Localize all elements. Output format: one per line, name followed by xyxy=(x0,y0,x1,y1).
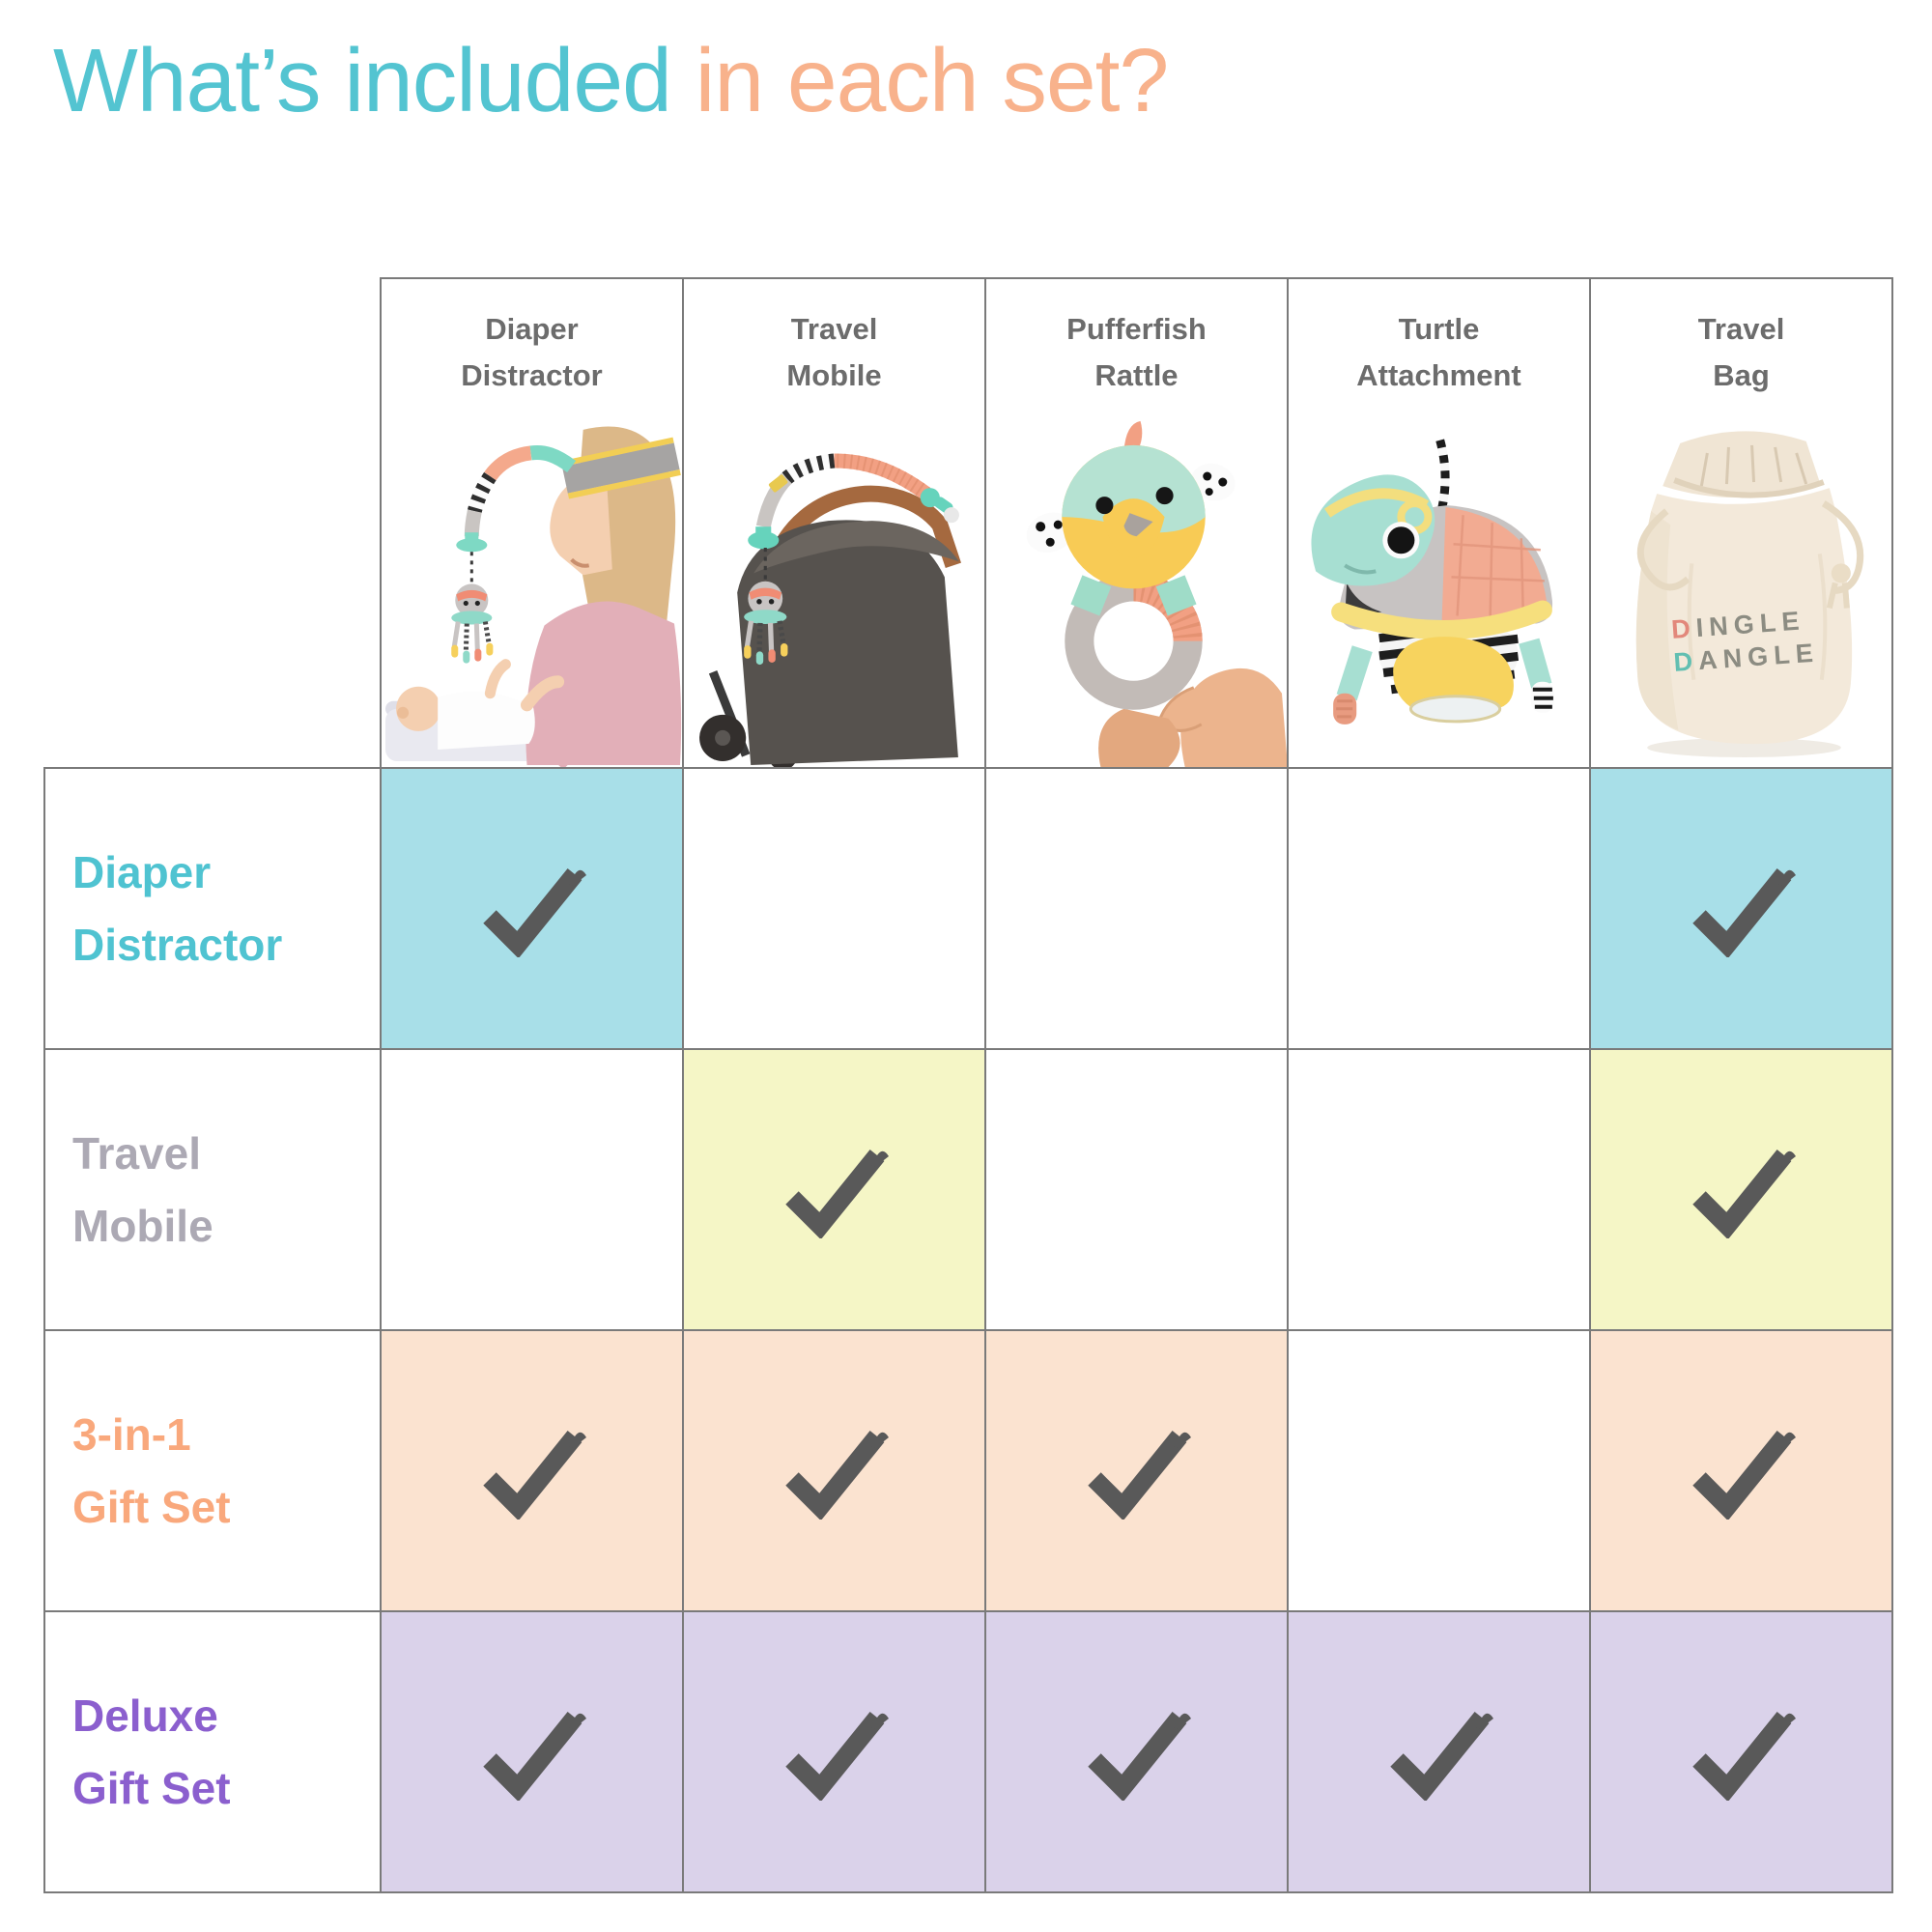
column-label: Pufferfish xyxy=(1066,312,1207,346)
table-row-3-in-1-gift-set: 3-in-1 Gift Set xyxy=(43,1329,1893,1612)
checkmark-icon xyxy=(777,1704,893,1801)
checkmark-icon xyxy=(1684,1704,1800,1801)
cell-r1c2 xyxy=(682,767,986,1050)
cell-r1c5 xyxy=(1589,767,1893,1050)
row-label-line: Travel xyxy=(72,1127,201,1179)
cell-r4c4 xyxy=(1287,1610,1591,1893)
cell-r1c3 xyxy=(984,767,1289,1050)
cell-r2c4 xyxy=(1287,1048,1591,1331)
column-label: Diaper xyxy=(485,312,579,346)
cell-r1c1 xyxy=(380,767,684,1050)
column-header-travel-bag: Travel Bag xyxy=(1589,277,1893,769)
svg-text:DANGLE: DANGLE xyxy=(1673,637,1820,676)
bag-logo-d2: D xyxy=(1673,645,1700,677)
column-header-travel-mobile: Travel Mobile xyxy=(682,277,986,769)
checkmark-icon xyxy=(1684,861,1800,957)
row-label-diaper-distractor: Diaper Distractor xyxy=(43,767,382,1050)
column-label: Bag xyxy=(1713,358,1770,392)
column-label: Mobile xyxy=(786,358,882,392)
diaper-distractor-photo xyxy=(382,417,682,767)
row-label-line: Mobile xyxy=(72,1200,213,1251)
row-label-line: 3-in-1 xyxy=(72,1408,191,1460)
column-header-turtle-attachment: Turtle Attachment xyxy=(1287,277,1591,769)
bag-logo-d1: D xyxy=(1670,612,1697,644)
page-title-teal: What’s included xyxy=(53,30,696,130)
cell-r4c3 xyxy=(984,1610,1289,1893)
cell-r2c1 xyxy=(380,1048,684,1331)
column-label: Attachment xyxy=(1356,358,1521,392)
cell-r4c5 xyxy=(1589,1610,1893,1893)
checkmark-icon xyxy=(474,1423,590,1520)
cell-r3c1 xyxy=(380,1329,684,1612)
page-title: What’s included in each set? xyxy=(53,29,1170,132)
checkmark-icon xyxy=(777,1423,893,1520)
cell-r2c3 xyxy=(984,1048,1289,1331)
checkmark-icon xyxy=(474,861,590,957)
column-label: Travel xyxy=(1697,312,1785,346)
row-label-line: Deluxe xyxy=(72,1690,218,1741)
row-label-line: Gift Set xyxy=(72,1481,231,1532)
travel-mobile-photo xyxy=(684,417,984,767)
header-spacer xyxy=(44,278,381,768)
table-row-deluxe-gift-set: Deluxe Gift Set xyxy=(43,1610,1893,1893)
page-title-peach: in each set? xyxy=(695,30,1170,130)
header-row: Diaper Distractor xyxy=(44,277,1893,769)
row-label-line: Diaper xyxy=(72,846,212,897)
cell-r3c4 xyxy=(1287,1329,1591,1612)
checkmark-icon xyxy=(1381,1704,1497,1801)
row-label-3-in-1-gift-set: 3-in-1 Gift Set xyxy=(43,1329,382,1612)
cell-r4c2 xyxy=(682,1610,986,1893)
checkmark-icon xyxy=(1684,1423,1800,1520)
comparison-table: Diaper Distractor xyxy=(43,277,1893,1893)
checkmark-icon xyxy=(474,1704,590,1801)
column-label: Distractor xyxy=(461,358,603,392)
row-label-deluxe-gift-set: Deluxe Gift Set xyxy=(43,1610,382,1893)
checkmark-icon xyxy=(1684,1142,1800,1238)
cell-r1c4 xyxy=(1287,767,1591,1050)
column-header-pufferfish-rattle: Pufferfish Rattle xyxy=(984,277,1289,769)
row-label-line: Gift Set xyxy=(72,1762,231,1813)
cell-r2c5 xyxy=(1589,1048,1893,1331)
cell-r4c1 xyxy=(380,1610,684,1893)
table-row-diaper-distractor: Diaper Distractor xyxy=(43,767,1893,1050)
cell-r3c3 xyxy=(984,1329,1289,1612)
travel-bag-photo: DINGLE DANGLE xyxy=(1591,417,1891,767)
column-label: Rattle xyxy=(1094,358,1179,392)
cell-r2c2 xyxy=(682,1048,986,1331)
cell-r3c5 xyxy=(1589,1329,1893,1612)
turtle-attachment-photo xyxy=(1289,417,1589,767)
cell-r3c2 xyxy=(682,1329,986,1612)
column-label: Turtle xyxy=(1398,312,1480,346)
row-label-line: Distractor xyxy=(72,919,283,970)
pufferfish-rattle-photo xyxy=(986,417,1287,767)
checkmark-icon xyxy=(1079,1704,1195,1801)
row-label-travel-mobile: Travel Mobile xyxy=(43,1048,382,1331)
table-row-travel-mobile: Travel Mobile xyxy=(43,1048,1893,1331)
column-label: Travel xyxy=(790,312,878,346)
column-header-diaper-distractor: Diaper Distractor xyxy=(380,277,684,769)
checkmark-icon xyxy=(777,1142,893,1238)
checkmark-icon xyxy=(1079,1423,1195,1520)
